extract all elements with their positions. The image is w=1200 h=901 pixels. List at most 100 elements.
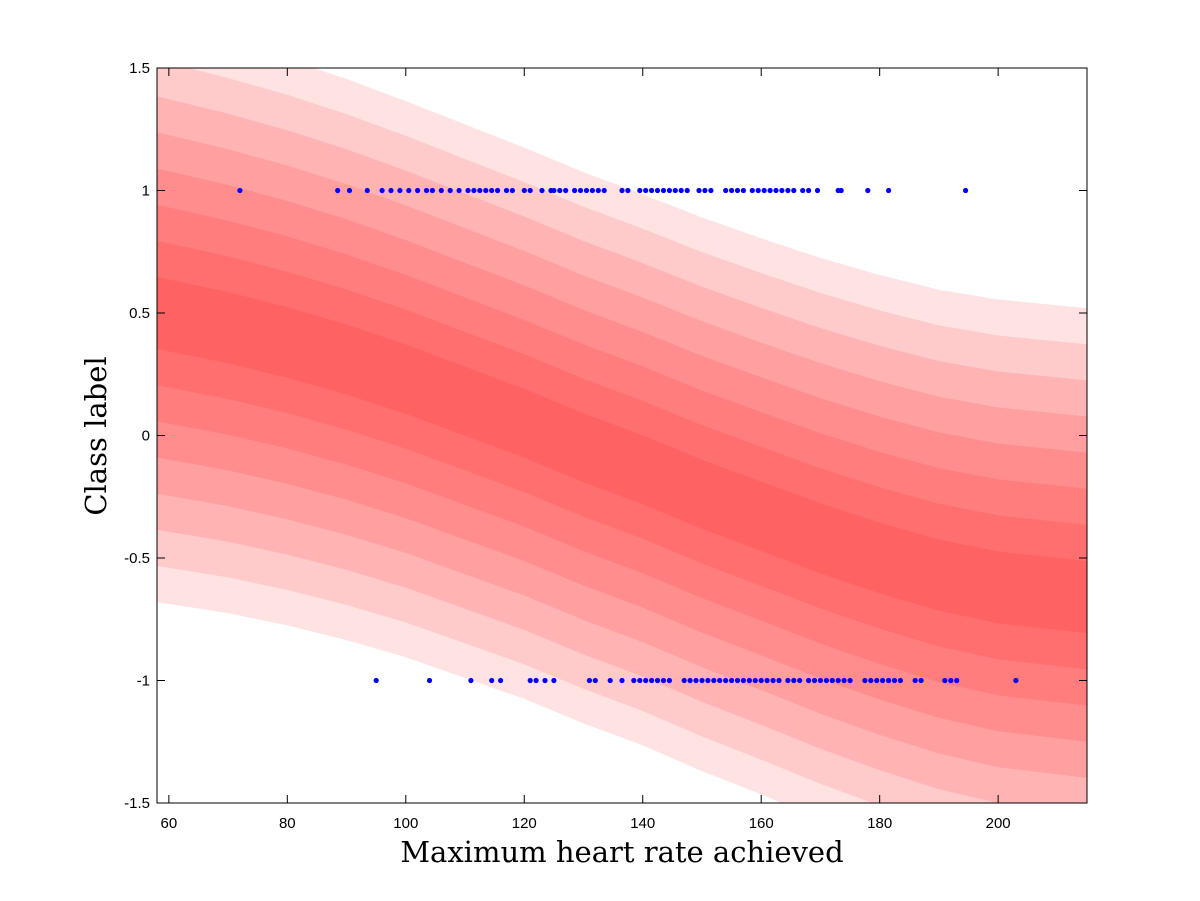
data-point	[678, 187, 684, 194]
x-tick-label: 200	[986, 815, 1011, 832]
data-point	[660, 677, 667, 684]
band-level-5	[157, 132, 1087, 778]
data-point	[729, 677, 735, 684]
data-point	[740, 677, 747, 684]
data-point	[723, 677, 729, 684]
data-point	[746, 677, 753, 684]
data-point	[521, 187, 527, 194]
data-point	[649, 187, 655, 194]
data-point	[364, 187, 370, 194]
data-point	[723, 187, 729, 194]
data-point	[862, 677, 868, 684]
band-level-8	[157, 68, 1087, 803]
data-point	[509, 187, 515, 194]
data-point	[539, 187, 545, 194]
band-level-1	[157, 276, 1087, 634]
data-point	[643, 677, 649, 684]
data-point	[891, 677, 898, 684]
data-point	[912, 677, 918, 684]
data-point	[779, 187, 785, 194]
data-point	[388, 187, 394, 194]
data-point	[838, 187, 844, 194]
data-point	[654, 677, 661, 684]
data-point	[406, 187, 412, 194]
data-point	[666, 187, 673, 194]
data-point	[806, 187, 812, 194]
data-point	[471, 187, 477, 194]
data-point	[572, 187, 578, 194]
data-point	[601, 187, 607, 194]
x-tick-label: 180	[867, 815, 892, 832]
data-point	[696, 187, 702, 194]
y-tick-label: 1	[142, 183, 150, 200]
data-point	[758, 677, 764, 684]
data-point	[379, 187, 385, 194]
data-point	[814, 187, 821, 194]
data-point	[607, 677, 613, 684]
data-point	[687, 677, 693, 684]
data-point	[800, 187, 806, 194]
data-point	[583, 187, 590, 194]
y-tick-label: -1	[137, 673, 150, 690]
data-point	[752, 677, 758, 684]
data-point	[498, 677, 504, 684]
data-point	[770, 677, 776, 684]
x-tick-label: 60	[161, 815, 178, 832]
data-point	[1013, 677, 1019, 684]
x-tick-label: 160	[749, 815, 774, 832]
data-point	[447, 187, 453, 194]
data-point	[874, 677, 880, 684]
data-point	[699, 677, 705, 684]
data-point	[791, 677, 797, 684]
data-point	[346, 187, 353, 194]
data-point	[637, 187, 643, 194]
data-point	[767, 187, 773, 194]
data-point	[791, 187, 797, 194]
y-tick-labels: -1.5 -1 -0.5 0 0.5 1 1.5	[124, 60, 150, 812]
data-point	[764, 677, 770, 684]
data-point	[734, 677, 741, 684]
data-point	[577, 187, 584, 194]
data-point	[373, 677, 379, 684]
data-point	[829, 677, 835, 684]
data-point	[880, 677, 886, 684]
data-point	[729, 187, 735, 194]
data-point	[740, 187, 747, 194]
data-point	[684, 187, 690, 194]
data-point	[551, 677, 557, 684]
data-point	[551, 187, 557, 194]
data-point	[823, 677, 830, 684]
predictive-band	[157, 68, 1087, 803]
data-point	[708, 187, 714, 194]
data-point	[563, 187, 569, 194]
x-tick-label: 120	[512, 815, 537, 832]
data-point	[237, 187, 243, 194]
data-point	[886, 677, 892, 684]
data-point	[817, 677, 824, 684]
data-point	[649, 677, 655, 684]
data-point	[533, 677, 539, 684]
y-tick-label: -0.5	[124, 550, 150, 567]
data-point	[438, 187, 444, 194]
y-tick-label: 0	[142, 428, 150, 445]
x-tick-label: 140	[630, 815, 655, 832]
data-point	[681, 677, 687, 684]
data-point	[963, 187, 969, 194]
y-tick-label: -1.5	[124, 795, 150, 812]
data-point	[477, 187, 483, 194]
data-point	[847, 677, 853, 684]
data-point	[542, 677, 548, 684]
data-point	[619, 187, 625, 194]
data-point	[489, 187, 495, 194]
data-point	[595, 187, 601, 194]
data-point	[660, 187, 667, 194]
band-level-3	[157, 204, 1087, 706]
data-point	[557, 187, 563, 194]
data-point	[397, 187, 403, 194]
data-point	[426, 677, 433, 684]
data-point	[734, 187, 741, 194]
data-point	[619, 677, 625, 684]
data-point	[429, 187, 435, 194]
